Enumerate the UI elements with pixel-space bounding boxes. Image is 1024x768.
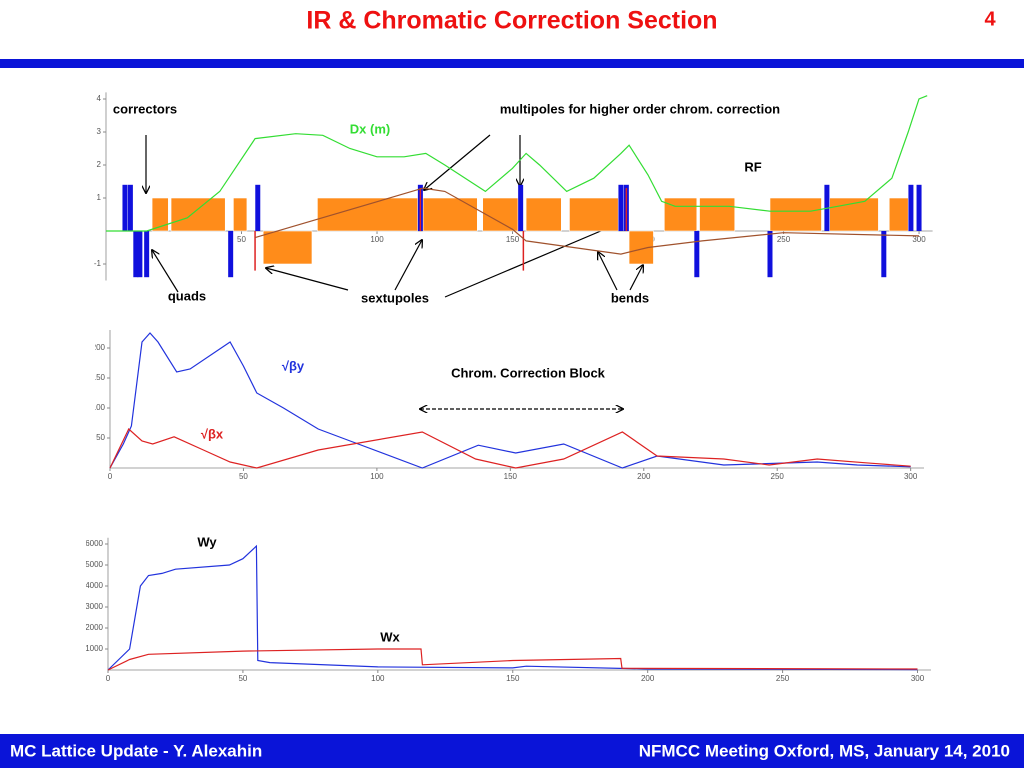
x-tick-label: 100 xyxy=(370,235,384,244)
annotation: sextupoles xyxy=(361,290,429,305)
footer-right: NFMCC Meeting Oxford, MS, January 14, 20… xyxy=(639,741,1010,760)
x-tick-label: 250 xyxy=(771,472,785,481)
bend xyxy=(170,197,226,232)
bend xyxy=(525,197,562,232)
x-tick-label: 250 xyxy=(777,235,791,244)
x-tick-label: 150 xyxy=(504,472,518,481)
quad xyxy=(881,231,887,278)
y-tick-label: 1 xyxy=(97,193,102,202)
arrow xyxy=(152,250,179,293)
y-tick-label: 4000 xyxy=(85,581,103,590)
bend xyxy=(663,197,698,232)
slide-title: IR & Chromatic Correction Section xyxy=(306,7,717,35)
annotation: bends xyxy=(611,290,649,305)
series-line xyxy=(107,544,918,671)
x-tick-label: 100 xyxy=(370,472,384,481)
bend xyxy=(262,230,313,265)
arrow xyxy=(394,240,422,291)
x-tick-label: 50 xyxy=(237,235,246,244)
quad xyxy=(618,184,624,231)
arrow xyxy=(424,134,491,190)
quad xyxy=(916,184,922,231)
series-line xyxy=(106,95,928,232)
chart: 50 100 150 200 0 50 100 150 200 250 300 √βy √βx Chrom… xyxy=(92,330,924,481)
y-tick-labels: 50 100 150 200 xyxy=(92,343,106,442)
quad xyxy=(767,231,773,278)
y-tick-label: 5000 xyxy=(85,560,103,569)
quad xyxy=(518,184,524,231)
x-tick-label: 300 xyxy=(904,472,918,481)
quad xyxy=(694,231,700,278)
bend xyxy=(151,197,169,232)
quad xyxy=(133,231,139,278)
footer-bar xyxy=(0,734,1024,768)
annotation: multipoles for higher order chrom. corre… xyxy=(500,101,780,116)
x-tick-label: 50 xyxy=(239,472,248,481)
y-tick-labels: -1 1 2 3 4 xyxy=(94,94,102,268)
series-line xyxy=(107,648,918,671)
y-tick-label: -1 xyxy=(94,259,102,268)
bend xyxy=(422,197,478,232)
quad xyxy=(122,184,128,231)
x-tick-label: 300 xyxy=(911,674,925,683)
arrow xyxy=(598,252,618,291)
arrow xyxy=(266,268,349,291)
quad xyxy=(255,184,261,231)
y-tick-label: 150 xyxy=(92,373,106,382)
x-tick-label: 250 xyxy=(776,674,790,683)
annotation: RF xyxy=(744,159,761,174)
y-tick-label: 200 xyxy=(92,343,106,352)
bend xyxy=(769,197,822,232)
y-tick-label: 3 xyxy=(97,127,102,136)
quad xyxy=(127,184,133,231)
arrow xyxy=(629,265,643,291)
series-label: Wy xyxy=(197,534,217,549)
series-label: Dx (m) xyxy=(350,121,390,136)
bend xyxy=(569,197,619,232)
series-label: √βx xyxy=(201,426,224,441)
series-line xyxy=(109,428,911,469)
x-tick-label: 300 xyxy=(912,235,926,244)
page-number: 4 xyxy=(984,8,996,30)
bend xyxy=(888,197,909,232)
x-tick-label: 200 xyxy=(637,472,651,481)
annotation: quads xyxy=(168,288,206,303)
quad xyxy=(908,184,914,231)
y-tick-label: 2 xyxy=(97,160,102,169)
y-tick-label: 1000 xyxy=(85,644,103,653)
series-line xyxy=(254,187,920,255)
chart: 1000 2000 3000 4000 5000 6000 0 50 100 150 200 250 3… xyxy=(85,534,931,683)
bend xyxy=(482,197,519,232)
y-tick-label: 3000 xyxy=(85,602,103,611)
y-tick-label: 2000 xyxy=(85,623,103,632)
x-tick-label: 50 xyxy=(238,674,247,683)
y-tick-labels: 1000 2000 3000 4000 5000 6000 xyxy=(85,539,104,653)
y-tick-label: 100 xyxy=(92,403,106,412)
x-tick-label: 100 xyxy=(371,674,385,683)
x-tick-label: 0 xyxy=(108,472,113,481)
arrow xyxy=(444,222,622,298)
x-tick-label: 200 xyxy=(641,674,655,683)
x-tick-label: 0 xyxy=(106,674,111,683)
series-line xyxy=(109,332,911,469)
bend xyxy=(699,197,736,232)
x-tick-label: 150 xyxy=(506,235,520,244)
quad xyxy=(228,231,234,278)
y-tick-label: 50 xyxy=(96,433,105,442)
chart: -1123450100150200250300Dx (m)correctorsm… xyxy=(94,92,933,305)
quad xyxy=(137,231,143,278)
bend xyxy=(233,197,248,232)
quad xyxy=(144,231,150,278)
x-tick-label: 150 xyxy=(506,674,520,683)
y-tick-label: 6000 xyxy=(85,539,103,548)
footer-left: MC Lattice Update - Y. Alexahin xyxy=(10,741,262,760)
y-tick-label: 4 xyxy=(97,94,102,103)
annotation: Chrom. Correction Block xyxy=(451,365,606,380)
series-label: √βy xyxy=(282,358,305,373)
series-label: Wx xyxy=(380,629,400,644)
header-bar xyxy=(0,59,1024,68)
annotation: correctors xyxy=(113,101,177,116)
